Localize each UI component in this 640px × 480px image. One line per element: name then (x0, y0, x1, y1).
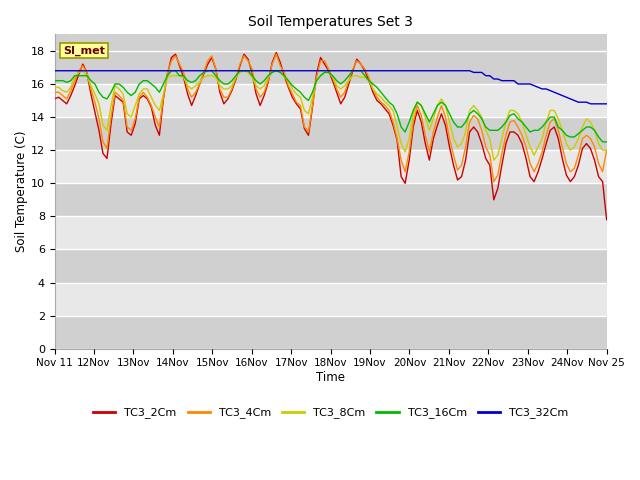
Bar (54, 316, 607, 349)
Bar (54, 51, 607, 84)
Title: Soil Temperatures Set 3: Soil Temperatures Set 3 (248, 15, 413, 29)
Bar (54, 117, 607, 150)
Bar (54, 183, 607, 216)
Bar (54, 84, 607, 117)
Bar (54, 216, 607, 250)
Bar (54, 250, 607, 283)
Legend: TC3_2Cm, TC3_4Cm, TC3_8Cm, TC3_16Cm, TC3_32Cm: TC3_2Cm, TC3_4Cm, TC3_8Cm, TC3_16Cm, TC3… (88, 403, 573, 423)
Bar (54, 150, 607, 183)
Y-axis label: Soil Temperature (C): Soil Temperature (C) (15, 131, 28, 252)
Text: SI_met: SI_met (63, 45, 105, 56)
Bar (54, 283, 607, 316)
X-axis label: Time: Time (316, 371, 345, 384)
